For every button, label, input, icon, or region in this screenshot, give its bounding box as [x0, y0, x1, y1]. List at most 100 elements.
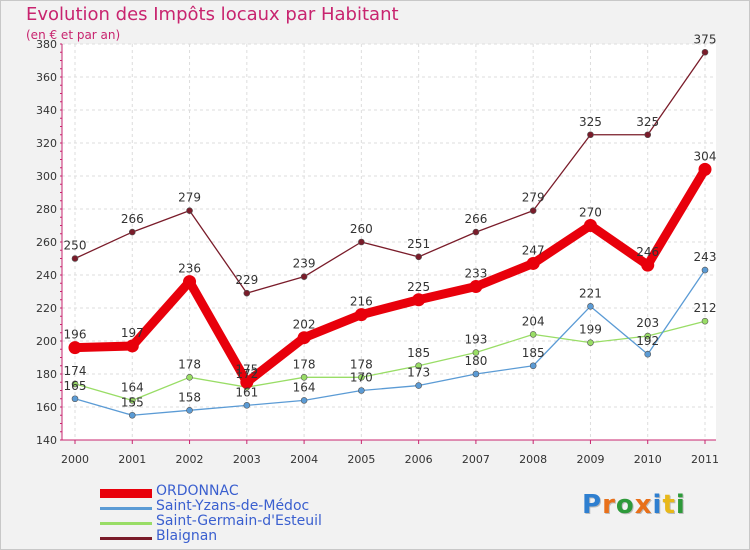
data-point — [415, 362, 422, 370]
data-point — [472, 228, 480, 236]
data-point — [300, 373, 308, 381]
data-point — [701, 48, 709, 56]
series-line — [74, 320, 706, 402]
data-label: 221 — [579, 286, 602, 300]
data-point — [412, 293, 426, 307]
data-label: 325 — [579, 115, 602, 129]
data-label: 170 — [350, 371, 373, 385]
data-point — [358, 373, 365, 381]
data-label: 266 — [464, 212, 487, 226]
y-tick-label: 300 — [36, 170, 57, 183]
data-label: 270 — [579, 206, 602, 220]
x-tick-label: 2010 — [634, 453, 662, 466]
data-label: 199 — [579, 323, 602, 337]
y-tick-label: 320 — [36, 137, 57, 150]
legend-label: ORDONNAC — [156, 483, 239, 499]
logo-letter: r — [602, 490, 616, 520]
data-label: 165 — [64, 379, 87, 393]
x-tick-label: 2006 — [405, 453, 433, 466]
data-point — [186, 207, 193, 214]
y-tick-label: 380 — [36, 38, 57, 51]
data-point — [300, 397, 308, 404]
data-label: 158 — [178, 390, 201, 404]
data-label: 375 — [694, 32, 717, 46]
legend-label: Saint-Yzans-de-Médoc — [156, 498, 310, 514]
data-label: 212 — [694, 301, 717, 315]
data-point — [529, 362, 537, 370]
data-label: 279 — [178, 191, 201, 205]
data-point — [644, 332, 652, 340]
data-label: 202 — [293, 318, 316, 332]
data-point — [415, 382, 422, 389]
y-tick-label: 220 — [36, 302, 57, 315]
data-point — [186, 373, 193, 381]
data-point — [128, 411, 136, 419]
data-point — [583, 219, 597, 232]
data-label: 243 — [694, 250, 717, 264]
series-line — [74, 269, 706, 416]
data-point — [529, 331, 537, 338]
data-point — [529, 207, 537, 214]
legend-label: Blaignan — [156, 528, 218, 544]
x-tick-label: 2000 — [61, 453, 89, 466]
data-label: 161 — [235, 385, 258, 399]
logo-letter: P — [582, 490, 603, 520]
x-tick-label: 2008 — [519, 453, 547, 466]
y-tick-label: 260 — [36, 236, 57, 249]
data-point — [297, 331, 311, 345]
data-point — [644, 350, 652, 358]
logo-letter: t — [662, 490, 676, 520]
data-label: 185 — [407, 346, 430, 360]
data-point — [641, 258, 655, 272]
data-point — [243, 402, 251, 409]
data-label: 204 — [522, 314, 545, 328]
data-label: 325 — [636, 115, 659, 129]
data-point — [415, 253, 422, 261]
data-label: 164 — [293, 380, 316, 394]
data-label: 185 — [522, 346, 545, 360]
data-label: 155 — [121, 395, 144, 409]
x-tick-label: 2009 — [576, 453, 604, 466]
y-tick-label: 280 — [36, 203, 57, 216]
data-label: 178 — [293, 357, 316, 371]
series-saint-yzans-de-m-doc — [71, 266, 709, 419]
data-label: 196 — [64, 328, 87, 342]
data-label: 279 — [522, 191, 545, 205]
data-point — [71, 395, 79, 403]
data-point — [183, 275, 197, 289]
data-point — [243, 289, 251, 297]
legend-label: Saint-Germain-d'Esteuil — [156, 513, 322, 529]
x-tick-label: 2007 — [462, 453, 490, 466]
data-label: 260 — [350, 222, 373, 236]
data-label: 251 — [407, 237, 430, 251]
data-label: 246 — [636, 245, 659, 259]
data-point — [128, 228, 136, 236]
data-point — [587, 303, 594, 310]
data-label: 203 — [636, 316, 659, 330]
data-label: 250 — [64, 239, 87, 253]
data-point — [68, 341, 82, 355]
data-point — [300, 273, 308, 280]
x-tick-label: 2003 — [233, 453, 261, 466]
data-label: 164 — [121, 380, 144, 394]
series-line — [70, 164, 710, 387]
data-label: 225 — [407, 280, 430, 294]
data-point — [472, 370, 480, 378]
data-point — [472, 349, 480, 356]
data-point — [240, 375, 254, 389]
chart-subtitle: (en € et par an) — [26, 28, 121, 42]
legend-swatch — [100, 521, 152, 525]
data-point — [354, 308, 368, 322]
logo-letter: o — [615, 490, 635, 520]
series-ordonnac — [68, 162, 712, 389]
legend-swatch — [100, 536, 152, 540]
data-label: 216 — [350, 295, 373, 309]
data-label: 247 — [522, 243, 545, 257]
data-label: 174 — [64, 364, 87, 378]
y-tick-label: 240 — [36, 269, 57, 282]
data-label: 178 — [350, 357, 373, 371]
x-tick-label: 2002 — [176, 453, 204, 466]
y-tick-label: 360 — [36, 71, 57, 84]
data-point — [469, 280, 483, 294]
